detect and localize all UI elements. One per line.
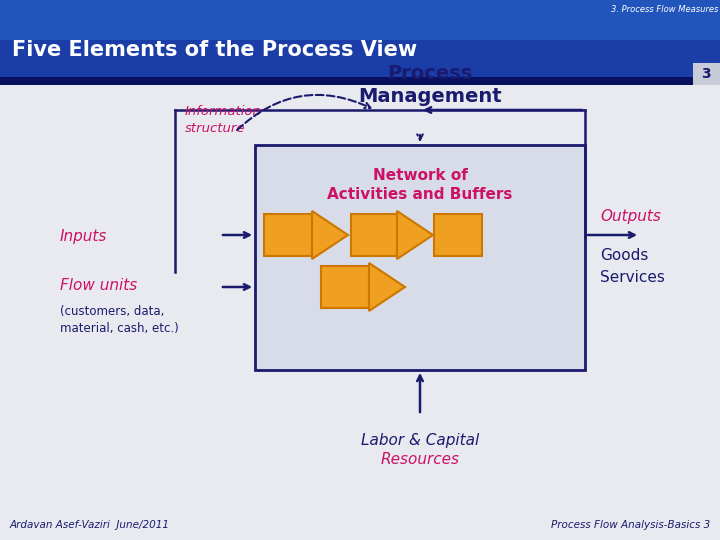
Text: Labor & Capital: Labor & Capital	[361, 433, 479, 448]
Text: Inputs: Inputs	[60, 230, 107, 245]
Bar	[0, 77, 720, 85]
Text: Process
Management: Process Management	[358, 64, 502, 106]
Polygon shape	[397, 211, 433, 259]
Text: Outputs: Outputs	[600, 210, 661, 225]
Polygon shape	[312, 211, 348, 259]
Bar	[434, 214, 482, 256]
Bar	[0, 40, 720, 80]
Text: Goods: Goods	[600, 247, 649, 262]
Text: Flow units: Flow units	[60, 278, 138, 293]
Text: Network of
Activities and Buffers: Network of Activities and Buffers	[328, 167, 513, 202]
Text: Process Flow Analysis-Basics 3: Process Flow Analysis-Basics 3	[551, 520, 710, 530]
Text: (customers, data,
material, cash, etc.): (customers, data, material, cash, etc.)	[60, 305, 179, 335]
Text: 3: 3	[701, 67, 711, 81]
Text: 3. Process Flow Measures: 3. Process Flow Measures	[611, 5, 718, 14]
Bar	[693, 63, 720, 85]
Bar	[264, 214, 312, 256]
Text: Information
structure: Information structure	[185, 105, 262, 135]
Text: Ardavan Asef-Vaziri  June/2011: Ardavan Asef-Vaziri June/2011	[10, 520, 170, 530]
Text: Resources: Resources	[380, 453, 459, 468]
Bar	[321, 266, 369, 308]
Bar	[255, 145, 585, 370]
Polygon shape	[369, 263, 405, 311]
Text: Five Elements of the Process View: Five Elements of the Process View	[12, 40, 417, 60]
Text: Services: Services	[600, 269, 665, 285]
Bar	[0, 0, 720, 80]
Bar	[351, 214, 399, 256]
